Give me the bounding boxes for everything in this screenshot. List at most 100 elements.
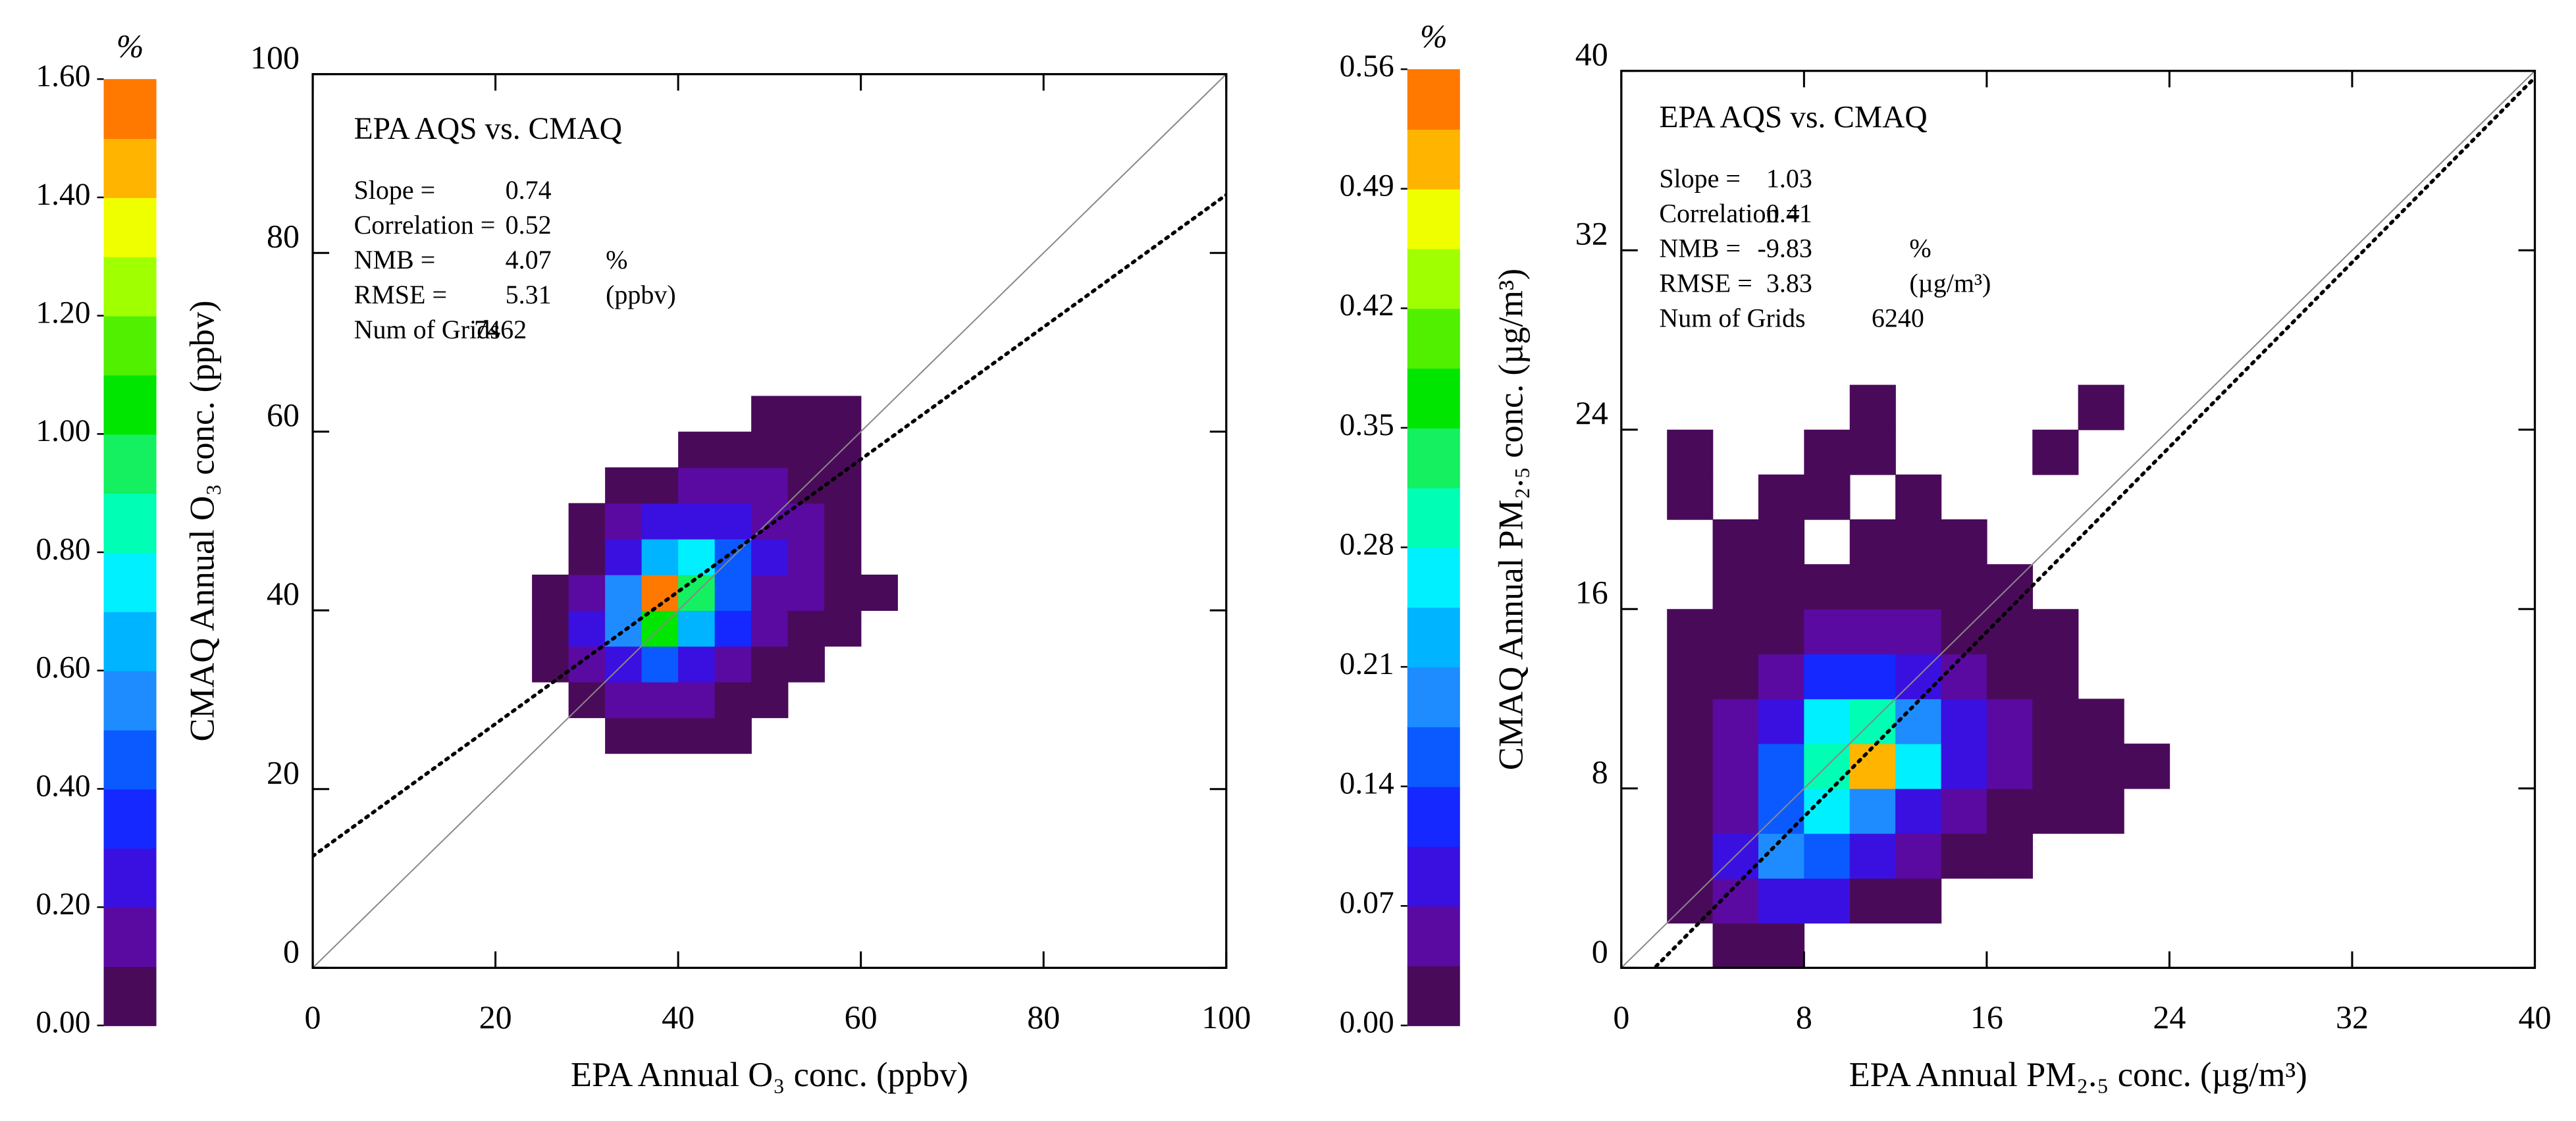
heat-cell	[1941, 698, 1987, 744]
heat-cell	[1941, 519, 1987, 565]
x-tick-label: 24	[2153, 999, 2186, 1035]
x-tick-label: 8	[1796, 999, 1812, 1035]
heat-cell	[1895, 833, 1942, 879]
x-tick-label: 16	[1970, 999, 2003, 1035]
heat-cell	[1849, 878, 1896, 924]
y-axis-label: CMAQ Annual PM₂.₅ conc. (µg/m³)	[1492, 269, 1530, 770]
heat-cell	[1712, 698, 1759, 744]
heat-cell	[2032, 788, 2079, 834]
heat-cell	[1941, 788, 1987, 834]
panel-title: EPA AQS vs. CMAQ	[1659, 101, 1927, 135]
colorbar-tick-label: 0.80	[36, 533, 90, 567]
colorbar-swatch	[103, 79, 157, 140]
heat-cell	[1849, 833, 1896, 879]
heat-cell	[641, 538, 679, 575]
heat-cell	[1986, 743, 2034, 789]
heat-cell	[1758, 564, 1805, 610]
stat-label: Correlation =	[1659, 198, 1801, 228]
heat-cell	[678, 646, 716, 683]
heat-cell	[568, 538, 606, 575]
heat-cell	[2032, 698, 2079, 744]
heat-cell	[532, 646, 569, 683]
heat-cell	[2032, 429, 2079, 475]
heat-cell	[1758, 878, 1805, 924]
colorbar-swatch	[1407, 368, 1460, 429]
colorbar-swatch	[103, 729, 157, 790]
colorbar-swatch	[103, 670, 157, 731]
stat-label: Slope =	[1659, 163, 1741, 193]
x-axis-label: EPA Annual PM₂.₅ conc. (µg/m³)	[1849, 1056, 2307, 1094]
stat-value: 0.52	[506, 210, 552, 240]
y-tick-label: 40	[267, 575, 300, 612]
heat-cell	[1895, 519, 1942, 565]
heat-cell	[2032, 654, 2079, 700]
colorbar-label: %	[117, 28, 144, 65]
heat-cell	[751, 574, 789, 612]
x-tick-label: 60	[845, 999, 878, 1035]
heat-cell	[1849, 384, 1896, 430]
stat-label: Num of Grids	[354, 315, 500, 344]
colorbar-swatch	[1407, 128, 1460, 190]
heat-cell	[787, 574, 825, 612]
heat-cell	[714, 431, 752, 468]
heat-cell	[1804, 564, 1851, 610]
heat-cell	[678, 503, 716, 540]
colorbar-swatch	[103, 138, 157, 198]
heat-cell	[751, 396, 789, 432]
heat-cell	[1941, 743, 1987, 789]
heat-cell	[751, 431, 789, 468]
colorbar-tick-label: 0.00	[1340, 1006, 1394, 1040]
colorbar-tick-label: 1.40	[36, 178, 90, 212]
heat-cell	[1667, 698, 1714, 744]
heat-cell	[605, 503, 643, 540]
heat-cell	[1941, 833, 1987, 879]
heat-cell	[1758, 654, 1805, 700]
colorbar-label: %	[1420, 18, 1448, 55]
heat-cell	[824, 503, 862, 540]
heat-cell	[1758, 923, 1805, 969]
heat-cell	[1941, 654, 1987, 700]
heat-cell	[2078, 788, 2124, 834]
x-tick-label: 32	[2336, 999, 2369, 1035]
heat-cell	[751, 467, 789, 504]
stat-label: RMSE =	[354, 280, 447, 309]
colorbar-tick-label: 0.40	[36, 769, 90, 803]
colorbar-swatch	[103, 907, 157, 967]
reference-lines	[313, 74, 1226, 968]
stat-label: NMB =	[354, 245, 436, 274]
heat-cell	[605, 610, 643, 647]
heat-cell	[678, 717, 716, 754]
heat-cell	[824, 538, 862, 575]
colorbar-swatch	[1407, 308, 1460, 369]
colorbar-swatch	[103, 375, 157, 435]
colorbar-swatch	[103, 611, 157, 671]
heat-cell	[641, 646, 679, 683]
y-tick-label: 32	[1575, 215, 1608, 252]
regression-line	[313, 193, 1226, 858]
colorbar-swatch	[1407, 966, 1460, 1026]
heat-cell	[605, 467, 643, 504]
y-tick-label: 20	[267, 754, 300, 791]
heat-cell	[1667, 429, 1714, 475]
heat-cell	[1849, 609, 1896, 655]
colorbar-swatch	[1407, 607, 1460, 668]
heat-cell	[1667, 788, 1714, 834]
heat-cell	[1804, 429, 1851, 475]
heat-cell	[1986, 654, 2034, 700]
heat-cell	[1667, 833, 1714, 879]
colorbar-tick-label: 0.14	[1340, 767, 1394, 801]
heat-cell	[605, 681, 643, 718]
heat-cell	[1712, 788, 1759, 834]
heat-cell	[1804, 788, 1851, 834]
heat-cell	[641, 681, 679, 718]
heat-cell	[1758, 743, 1805, 789]
heat-cell	[714, 646, 752, 683]
stat-value: 3.83	[1766, 268, 1812, 298]
colorbar-tick-label: 0.42	[1340, 288, 1394, 323]
stat-unit: %	[1909, 233, 1931, 263]
colorbar-swatch	[103, 848, 157, 908]
colorbar-tick-label: 0.07	[1340, 886, 1394, 920]
heat-cell	[1712, 743, 1759, 789]
heat-cell	[1758, 474, 1805, 520]
heat-cell	[714, 610, 752, 647]
